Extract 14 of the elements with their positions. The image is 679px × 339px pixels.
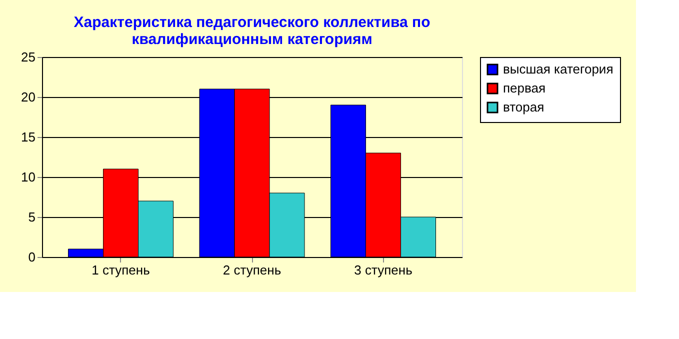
legend-label: первая (503, 80, 546, 96)
y-tick-label: 5 (28, 210, 36, 224)
legend-label: вторая (503, 100, 544, 114)
legend-label: высшая категория (503, 62, 614, 76)
y-tick-label: 10 (21, 170, 36, 184)
x-tick-label: 2 ступень (222, 262, 282, 278)
text: Характеристика педагогического коллектива по (74, 14, 430, 31)
y-tick-label: 15 (21, 130, 36, 144)
y-tick-label: 0 (28, 250, 36, 264)
y-tick-label: 20 (21, 90, 36, 104)
x-tick-label: 3 ступень (354, 262, 413, 278)
y-tick-label: 25 (21, 50, 36, 64)
x-tick-label: 1 ступень (92, 262, 150, 278)
text: квалификационным категориям (132, 31, 372, 48)
